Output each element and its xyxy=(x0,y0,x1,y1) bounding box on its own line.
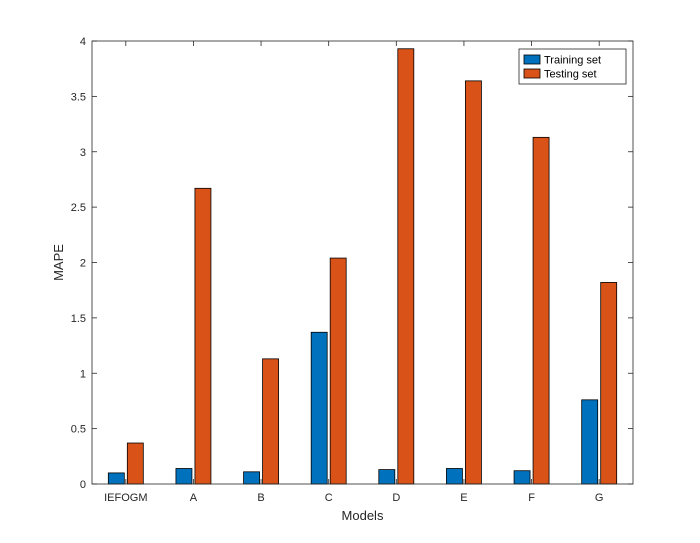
bar-testing-g xyxy=(600,282,618,485)
x-tick-label-a: A xyxy=(190,492,198,504)
y-tick-label: 3 xyxy=(80,147,86,159)
legend-swatch-training xyxy=(523,54,541,65)
y-tick-label: 0 xyxy=(80,479,86,491)
x-tick-label-e: E xyxy=(460,492,467,504)
bar-testing-a xyxy=(194,187,212,485)
ticks-group: 0 0.5 1 1.5 2 2.5 3 3.5 4 IEFOGM A B C D E F G xyxy=(71,36,633,504)
y-tick-label: 3.5 xyxy=(71,91,86,103)
bar-training-b xyxy=(243,471,260,485)
legend-label-testing: Testing set xyxy=(544,69,597,81)
legend: Training set Testing set xyxy=(518,48,627,85)
bar-testing-e xyxy=(465,80,482,485)
bar-testing-b xyxy=(262,358,279,485)
x-axis-label: Models xyxy=(342,508,384,523)
bar-testing-f xyxy=(532,136,550,485)
x-tick-label-c: C xyxy=(325,492,333,504)
bar-testing-iefogm xyxy=(126,442,144,485)
bars-group xyxy=(107,48,618,485)
y-tick-label: 1 xyxy=(80,368,86,380)
bar-testing-d xyxy=(397,48,415,485)
x-tick-label-f: F xyxy=(528,492,535,504)
bar-training-g xyxy=(581,399,599,485)
bar-training-d xyxy=(378,469,396,485)
bar-training-e xyxy=(446,468,463,485)
y-tick-label: 0.5 xyxy=(71,424,86,436)
x-tick-label-g: G xyxy=(595,492,604,504)
legend-swatch-testing xyxy=(523,68,541,79)
bar-training-c xyxy=(310,331,328,485)
y-tick-label: 1.5 xyxy=(71,313,86,325)
bar-training-iefogm xyxy=(107,472,125,485)
y-tick-label: 2.5 xyxy=(71,202,86,214)
bar-testing-c xyxy=(329,257,347,485)
y-axis-label: MAPE xyxy=(51,244,66,281)
plot-area xyxy=(92,41,633,484)
x-tick-label-b: B xyxy=(257,492,264,504)
bar-training-f xyxy=(513,470,531,485)
y-tick-label: 4 xyxy=(80,36,86,48)
x-tick-label-iefogm: IEFOGM xyxy=(104,492,147,504)
x-tick-label-d: D xyxy=(392,492,400,504)
legend-label-training: Training set xyxy=(544,55,601,67)
y-tick-label: 2 xyxy=(80,258,86,270)
bar-training-a xyxy=(175,468,193,485)
